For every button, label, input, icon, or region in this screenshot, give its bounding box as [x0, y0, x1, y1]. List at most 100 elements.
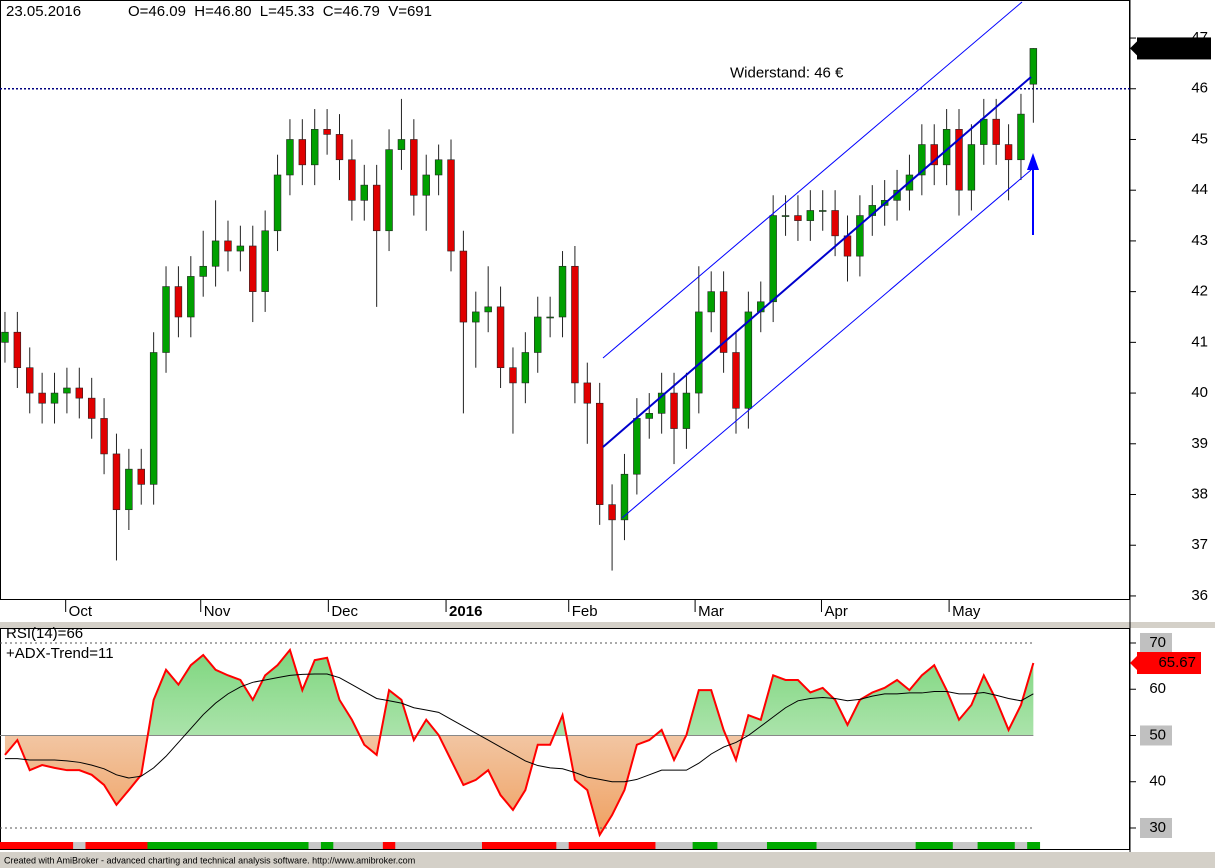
candle-body — [521, 352, 530, 384]
trend-segment — [407, 842, 421, 849]
candle-body — [608, 504, 616, 521]
trend-segment — [903, 842, 917, 849]
candle-body — [211, 240, 220, 267]
trend-segment — [989, 842, 1003, 849]
trend-segment — [717, 842, 731, 849]
trend-segment — [147, 842, 161, 849]
y-tick-label: 37 — [1191, 536, 1208, 553]
trend-segment — [816, 842, 830, 849]
trend-segment — [494, 842, 508, 849]
header-date: 23.05.2016 — [6, 3, 81, 20]
candle-body — [385, 149, 393, 232]
trend-segment — [469, 842, 483, 849]
y-tick-label: 30 — [1149, 819, 1166, 836]
channel-center — [602, 76, 1032, 448]
trend-segment — [1002, 842, 1016, 849]
x-tick-label: May — [952, 603, 981, 620]
candle-body — [434, 159, 443, 176]
trend-segment — [122, 842, 136, 849]
y-tick-label: 70 — [1149, 634, 1166, 651]
series-line — [4, 673, 1034, 783]
trend-segment — [828, 842, 842, 849]
trend-segment — [85, 842, 99, 849]
trend-segment — [370, 842, 384, 849]
trend-segment — [791, 842, 805, 849]
candle-body — [534, 316, 542, 353]
candle-body — [1, 331, 9, 343]
y-tick-label: 36 — [1191, 587, 1208, 604]
candle-body — [447, 159, 455, 252]
candle-body — [670, 392, 678, 429]
candle-body — [162, 286, 170, 353]
candle-body — [620, 473, 629, 521]
y-tick-label: 39 — [1191, 435, 1208, 452]
trend-segment — [11, 842, 25, 849]
candle-body — [112, 453, 121, 511]
candle-body — [781, 215, 790, 217]
footer-text: Created with AmiBroker - advanced charti… — [4, 855, 415, 865]
candle-body — [794, 215, 802, 221]
candle-body — [249, 245, 257, 292]
x-tick-label: 2016 — [449, 603, 482, 620]
candle-body — [298, 139, 307, 166]
y-tick-label: 40 — [1149, 773, 1166, 790]
trend-segment — [432, 842, 446, 849]
trend-segment — [97, 842, 111, 849]
candle-body — [955, 129, 963, 191]
trend-segment — [965, 842, 979, 849]
trend-segment — [296, 842, 310, 849]
candle-body — [372, 184, 381, 232]
trend-segment — [766, 842, 780, 849]
candle-body — [348, 159, 356, 201]
annotation: Widerstand: 46 € — [730, 65, 844, 82]
footer-bar — [0, 852, 1215, 868]
trend-segment — [506, 842, 520, 849]
candle-body — [273, 174, 282, 232]
candle-body — [26, 367, 34, 394]
trend-segment — [804, 842, 818, 849]
trend-segment — [531, 842, 545, 849]
candle-body — [695, 311, 703, 394]
candle-body — [831, 210, 839, 237]
candle-body — [819, 210, 827, 212]
candle-body — [980, 118, 988, 145]
trend-segment — [221, 842, 235, 849]
candle-body — [707, 291, 715, 313]
candle-body — [1017, 113, 1025, 161]
candle-body — [174, 286, 183, 318]
candle-body — [125, 468, 133, 511]
candle-body — [87, 397, 96, 419]
trend-segment — [258, 842, 272, 849]
channel-upper — [602, 1, 1023, 359]
candle-body — [38, 392, 46, 404]
trend-segment — [48, 842, 62, 849]
candle-body — [286, 139, 294, 176]
candle-body — [13, 331, 22, 369]
candle-body — [100, 418, 108, 455]
y-tick-label: 50 — [1149, 726, 1166, 743]
trend-segment — [457, 842, 471, 849]
trend-segment — [568, 842, 582, 849]
trend-segment — [878, 842, 892, 849]
trend-segment — [159, 842, 173, 849]
y-tick-label: 44 — [1191, 181, 1208, 198]
x-tick-label: Feb — [572, 603, 598, 620]
trend-segment — [705, 842, 718, 849]
y-tick-label: 42 — [1191, 283, 1208, 300]
candle-body — [558, 265, 567, 318]
arrow-head — [1027, 153, 1039, 170]
candle-body — [397, 139, 406, 150]
y-tick-box — [1140, 817, 1172, 838]
trend-segment — [643, 842, 656, 849]
candle-body — [992, 118, 1000, 145]
y-tick-label: 41 — [1191, 333, 1208, 350]
candle-body — [509, 367, 517, 384]
y-tick-label: 40 — [1191, 384, 1208, 401]
last-price-label: 46.795 — [1160, 39, 1206, 56]
trend-segment — [184, 842, 198, 849]
trend-segment — [395, 842, 409, 849]
trend-segment — [618, 842, 632, 849]
trend-segment — [308, 842, 322, 849]
header-ohlcv: O=46.09 H=46.80 L=45.33 C=46.79 V=691 — [128, 3, 432, 20]
last-value-pointer — [1130, 655, 1138, 672]
